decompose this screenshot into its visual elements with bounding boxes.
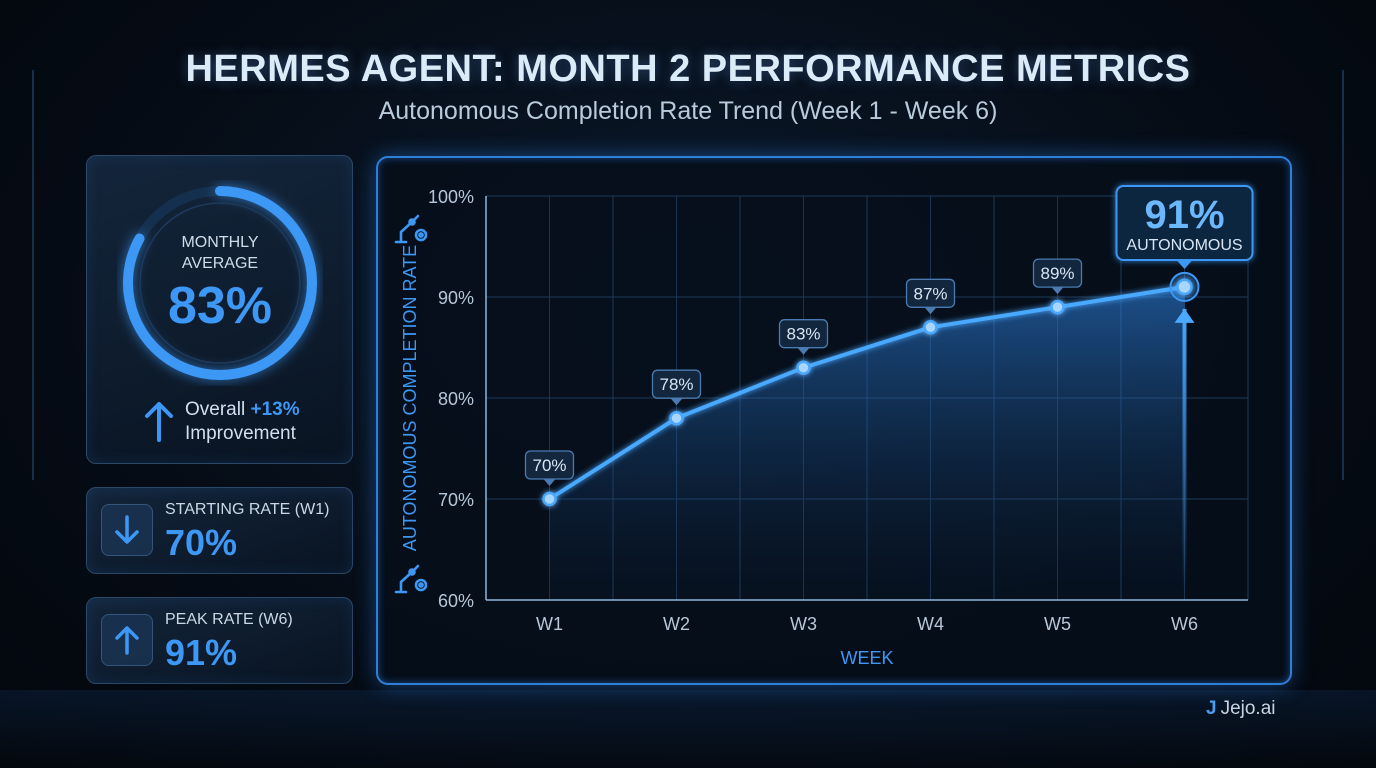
y-tick-label: 70%: [438, 490, 474, 510]
y-tick-label: 90%: [438, 288, 474, 308]
peak-arrow-icon: [1174, 308, 1195, 323]
data-point: [669, 410, 684, 426]
chart-line-layer: [542, 271, 1200, 592]
brand-logo-text: Jejo.ai: [1220, 698, 1276, 719]
starting-rate-label: STARTING RATE (W1): [165, 501, 330, 518]
data-label-box: [905, 278, 956, 308]
series-line: [548, 284, 1185, 501]
x-axis-title: WEEK: [840, 648, 893, 668]
peak-callout-label: AUTONOMOUS: [1126, 237, 1242, 254]
arrow-up-icon: [145, 402, 173, 442]
data-point: [542, 491, 557, 507]
improvement-suffix: Improvement: [185, 423, 296, 444]
data-point: [796, 360, 811, 375]
chart-axis-layer: 60% 70% 80% 90% 100% W1 W2 W3 W4 W5 W6 WEEK AUTONOMO…: [400, 187, 1248, 668]
improvement-block: Overall +13% Improvement: [135, 398, 355, 448]
robot-arm-icon: [394, 564, 428, 594]
floor-glow: [0, 690, 1376, 768]
arrow-up-icon: [101, 614, 153, 666]
x-tick-label: W3: [790, 614, 817, 634]
brand-logo: J Jejo.ai: [1206, 698, 1276, 720]
x-tick-label: W2: [663, 614, 690, 634]
peak-callout-value: 91%: [1144, 193, 1224, 237]
peak-pillar: [1182, 308, 1187, 592]
improvement-value: +13%: [250, 399, 300, 420]
improvement-text: Overall +13% Improvement: [185, 398, 300, 446]
logo-mark-icon: J: [1206, 698, 1217, 719]
progress-ring-icon: [123, 186, 317, 380]
data-point: [1050, 299, 1065, 315]
monthly-average-card: MONTHLY AVERAGE 83% Overall +13% Improve…: [86, 155, 353, 464]
y-tick-label: 80%: [438, 389, 474, 409]
data-label-pointer: [543, 479, 556, 486]
data-label: 89%: [1040, 264, 1074, 283]
starting-rate-value: 70%: [165, 522, 238, 563]
y-tick-label: 60%: [438, 591, 474, 611]
peak-callout-pointer: [1176, 260, 1193, 269]
x-tick-label: W5: [1044, 614, 1071, 634]
data-label-pointer: [670, 398, 683, 406]
data-label: 87%: [913, 284, 947, 303]
average-ring: MONTHLY AVERAGE 83%: [117, 180, 323, 386]
data-label-pointer: [924, 307, 937, 315]
left-frame-line: [32, 70, 34, 480]
page-title: HERMES AGENT: MONTH 2 PERFORMANCE METRIC…: [185, 48, 1191, 90]
data-label: 83%: [786, 325, 820, 344]
data-point: [923, 320, 938, 335]
page-subtitle: Autonomous Completion Rate Trend (Week 1…: [378, 97, 998, 125]
improvement-prefix: Overall: [185, 399, 246, 420]
x-tick-label: W6: [1171, 614, 1198, 634]
data-label-pointer: [797, 347, 810, 355]
data-point: [1176, 278, 1193, 296]
y-tick-label: 100%: [428, 187, 474, 207]
robot-arm-icon: [394, 214, 428, 244]
x-tick-label: W1: [536, 614, 563, 634]
chart-data-label-layer: 70% 78% 83% 87% 89% 91%AUTONOMOUS: [524, 185, 1254, 486]
data-label: 70%: [532, 456, 566, 475]
x-tick-label: W4: [917, 614, 944, 634]
chart-panel: 70% 78% 83% 87% 89% 91% AUTONOMOUS 60% 70% 80% 90…: [376, 156, 1292, 685]
monthly-average-value: 83%: [167, 277, 273, 335]
completion-rate-chart: 70% 78% 83% 87% 89% 91%AUTONOMOUS 60% 70% 80% 90…: [400, 185, 1254, 668]
chart-area-layer: [549, 286, 1185, 600]
y-axis-title: AUTONOMOUS COMPLETION RATE: [400, 245, 420, 551]
starting-rate-card: STARTING RATE (W1) 70%: [86, 487, 353, 574]
data-label-pointer: [1051, 287, 1064, 295]
peak-rate-label: PEAK RATE (W6): [165, 611, 293, 628]
monthly-average-label: MONTHLY AVERAGE: [181, 234, 259, 272]
peak-rate-card: PEAK RATE (W6) 91%: [86, 597, 353, 684]
peak-rate-value: 91%: [165, 632, 238, 673]
series-area: [549, 286, 1185, 600]
data-label: 78%: [659, 375, 693, 394]
arrow-down-icon: [101, 504, 153, 556]
right-frame-line: [1342, 70, 1344, 480]
